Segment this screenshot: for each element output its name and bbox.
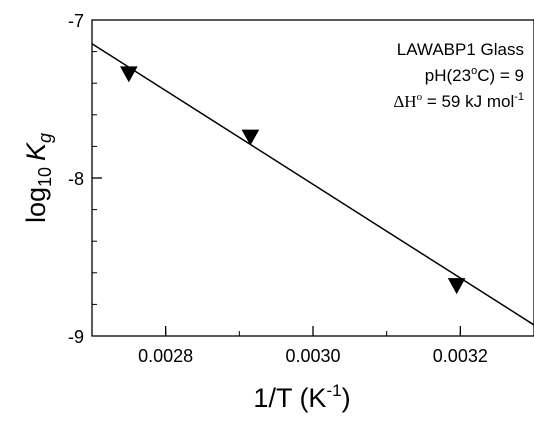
xlabel-close: ) <box>342 383 351 413</box>
annotation-line-3-sup2: -1 <box>514 91 524 103</box>
data-point <box>241 129 260 146</box>
annotation-line-2: pH(23oC) = 9 <box>425 65 524 85</box>
xlabel-sup: -1 <box>326 381 341 400</box>
annotation-line-1: LAWABP1 Glass <box>397 40 524 59</box>
y-axis-title: log10 Kg <box>21 133 55 223</box>
ylabel-var: K <box>21 142 51 161</box>
axis-ticks <box>92 51 461 336</box>
annotation-line-1-text: LAWABP1 Glass <box>397 40 524 59</box>
x-axis-title: 1/T (K-1) <box>253 381 350 413</box>
ylabel-varsub: g <box>35 133 55 143</box>
data-markers <box>119 66 466 295</box>
ylabel-main: log <box>21 187 51 223</box>
annotation-line-3-sup: o <box>417 91 423 103</box>
xlabel-main: 1/T (K <box>253 383 326 413</box>
x-tick-label: 0.0028 <box>138 346 193 366</box>
y-tick-label: -9 <box>68 327 84 347</box>
y-tick-label: -7 <box>68 11 84 31</box>
data-point <box>447 278 466 295</box>
annotation-line-2-post: C) = 9 <box>477 66 524 85</box>
annotation-line-2-pre: pH(23 <box>425 66 471 85</box>
annotation-line-3-delta: ΔH <box>393 92 416 111</box>
x-tick-label: 0.0032 <box>433 346 488 366</box>
ylabel-sub: 10 <box>35 167 55 187</box>
annotation-line-2-sup: o <box>471 65 477 77</box>
x-tick-label: 0.0030 <box>285 346 340 366</box>
fit-line <box>91 43 534 326</box>
data-point <box>119 66 138 83</box>
annotation-line-3-post: = 59 kJ mol <box>422 92 514 111</box>
y-tick-label: -8 <box>68 169 84 189</box>
annotation-line-3: ΔHo = 59 kJ mol-1 <box>393 91 524 111</box>
tick-labels: 0.0028 0.0030 0.0032 -7 -8 -9 <box>68 11 488 366</box>
